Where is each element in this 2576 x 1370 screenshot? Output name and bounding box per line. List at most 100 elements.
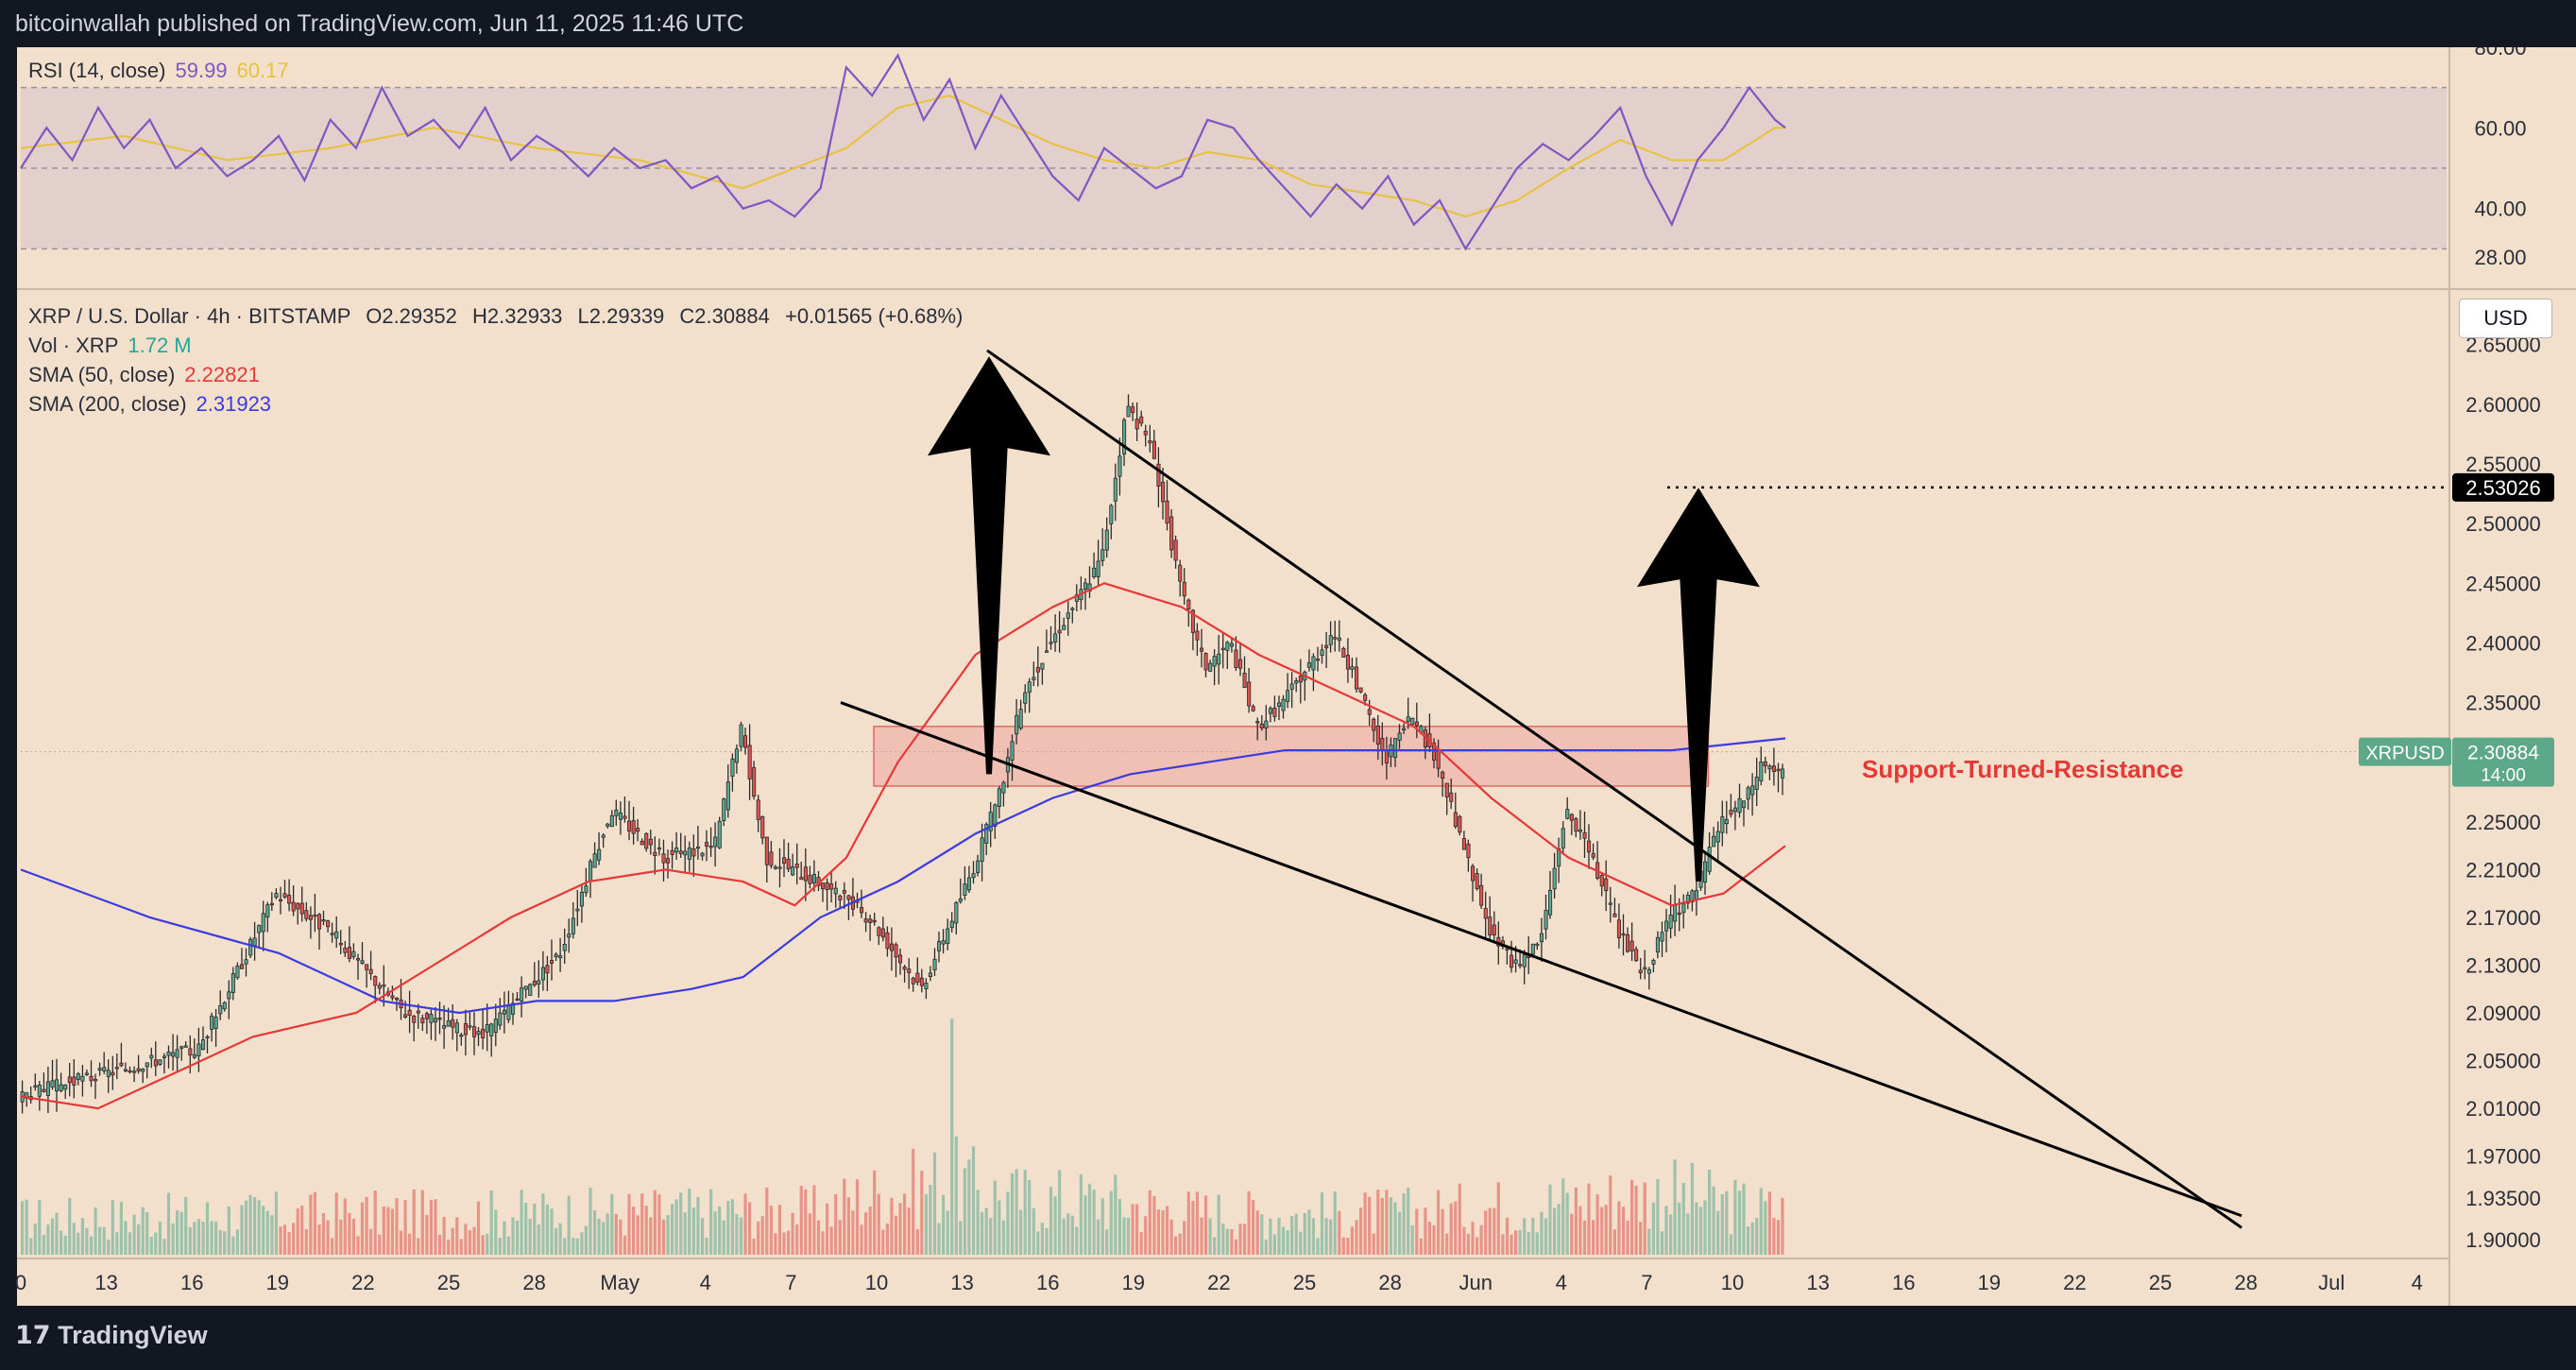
volume-bar <box>1514 1230 1518 1255</box>
candle-body <box>145 1062 149 1068</box>
candle-body <box>1212 656 1217 667</box>
candle-body <box>102 1067 107 1071</box>
volume-bar <box>981 1212 984 1255</box>
volume-bar <box>1561 1178 1565 1255</box>
candle-body <box>1552 867 1557 890</box>
candle-body <box>1350 666 1355 670</box>
publish-header: bitcoinwallah published on TradingView.c… <box>0 0 2576 47</box>
volume-bar <box>1445 1233 1449 1255</box>
volume-bar <box>390 1208 394 1255</box>
candle-body <box>230 973 235 993</box>
candle-body <box>511 1002 516 1015</box>
candle-body <box>446 1020 451 1027</box>
volume-bar <box>205 1202 210 1255</box>
candle-body <box>355 958 361 961</box>
volume-layer <box>21 1019 1784 1255</box>
volume-bar <box>1109 1190 1113 1255</box>
x-tick-label: 13 <box>1806 1271 1829 1294</box>
volume-bar <box>1476 1237 1479 1255</box>
volume-bar <box>1678 1202 1681 1255</box>
candle-body <box>674 848 679 853</box>
volume-bar <box>1376 1190 1380 1255</box>
x-tick-label: 16 <box>1036 1271 1059 1294</box>
volume-bar <box>1277 1217 1281 1255</box>
candle-body <box>506 1004 511 1020</box>
candle-body <box>334 931 339 939</box>
candle-body <box>799 877 804 881</box>
volume-bar <box>1505 1217 1510 1255</box>
wedge-upper-line <box>986 349 2243 1229</box>
candle-body <box>1612 913 1617 917</box>
volume-bar <box>632 1207 636 1255</box>
volume-bar <box>1178 1233 1182 1255</box>
candle-body <box>592 853 597 868</box>
candle-body <box>1668 915 1673 929</box>
volume-bar <box>1355 1220 1358 1255</box>
candle-body <box>330 933 334 935</box>
candle-body <box>321 919 326 922</box>
volume-bar <box>1647 1228 1651 1255</box>
volume-bar <box>1578 1206 1582 1255</box>
volume-bar <box>128 1232 132 1255</box>
candle-body <box>1372 718 1376 731</box>
sma200-legend[interactable]: SMA (200, close) 2.31923 <box>28 392 271 417</box>
volume-bar <box>85 1227 89 1255</box>
volume-bar <box>503 1221 506 1255</box>
volume-bar <box>739 1217 743 1255</box>
candle-body <box>1306 662 1312 668</box>
volume-bar <box>1114 1174 1117 1255</box>
volume-bar <box>748 1202 752 1255</box>
symbol-line[interactable]: XRP / U.S. Dollar · 4h · BITSTAMP <box>28 304 351 328</box>
candle-body <box>493 1019 498 1034</box>
currency-button[interactable]: USD <box>2459 299 2552 338</box>
volume-bar <box>1252 1199 1255 1255</box>
volume-bar <box>89 1236 94 1255</box>
volume-bar <box>821 1231 825 1255</box>
volume-bar <box>1410 1224 1414 1255</box>
candle-body <box>1720 816 1725 833</box>
volume-bar <box>826 1203 829 1255</box>
candle-body <box>239 964 245 969</box>
candle-body <box>1436 749 1441 769</box>
candle-body <box>515 998 520 1002</box>
candle-body <box>958 898 963 902</box>
candle-body <box>695 847 700 849</box>
volume-bar <box>752 1239 756 1255</box>
volume-bar <box>1424 1207 1427 1255</box>
volume-bar <box>959 1221 963 1255</box>
candle-body <box>1471 865 1476 882</box>
candle-body <box>55 1079 60 1092</box>
candle-body <box>476 1031 481 1036</box>
candle-body <box>1750 785 1755 796</box>
volume-bar <box>1083 1195 1087 1255</box>
volume-bar <box>855 1179 860 1255</box>
volume-bar <box>730 1199 734 1255</box>
support-resistance-label: Support-Turned-Resistance <box>1862 755 2183 783</box>
volume-bar <box>1036 1231 1040 1255</box>
volume-bar <box>1479 1224 1483 1255</box>
volume-bar <box>201 1222 205 1255</box>
volume-bar <box>1368 1196 1372 1255</box>
volume-bar <box>688 1188 691 1255</box>
volume-bar <box>705 1237 708 1255</box>
volume-bar <box>1686 1213 1690 1255</box>
x-tick-label: 7 <box>1641 1271 1652 1294</box>
tradingview-logo[interactable]: 𝟭𝟳 TradingView <box>15 1306 208 1365</box>
volume-bar <box>313 1191 316 1255</box>
volume-bar <box>1087 1183 1092 1255</box>
candle-body <box>1410 717 1415 725</box>
volume-bar <box>787 1230 791 1255</box>
volume-legend[interactable]: Vol · XRP 1.72 M <box>28 334 192 358</box>
sma50-legend[interactable]: SMA (50, close) 2.22821 <box>28 363 260 387</box>
volume-bar <box>1097 1219 1100 1255</box>
candle-body <box>1217 653 1221 665</box>
candle-body <box>252 937 257 947</box>
candle-body <box>1776 768 1781 772</box>
candle-body <box>360 960 365 964</box>
candle-body <box>1569 813 1574 821</box>
volume-bar <box>403 1200 407 1255</box>
candle-body <box>666 858 671 864</box>
volume-bar <box>1582 1220 1587 1255</box>
volume-bar <box>1651 1202 1655 1255</box>
volume-bar <box>1565 1192 1569 1255</box>
